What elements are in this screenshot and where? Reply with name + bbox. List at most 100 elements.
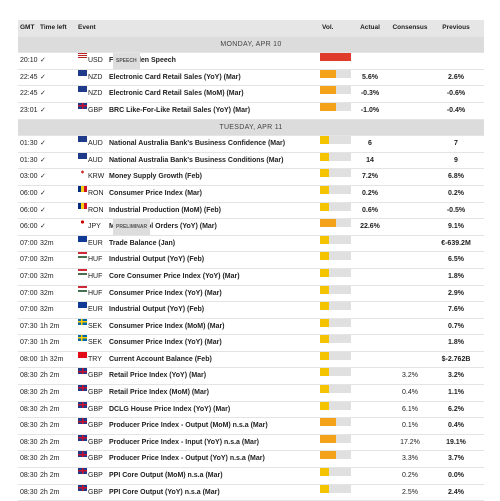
volatility-fill (320, 169, 330, 178)
event-text: Consumer Price Index (Mar) (109, 189, 202, 197)
volatility-fill (320, 484, 330, 493)
currency: GBP (88, 472, 103, 480)
event-row: 07:00 32m HUF Core Consumer Price Index (Yo… (18, 268, 484, 286)
column-label: Time left (40, 24, 67, 31)
event-text: DCLG House Price Index (YoY) (Mar) (109, 405, 231, 413)
volatility (320, 235, 351, 244)
event-text: National Australia Bank's Business Confi… (109, 140, 286, 148)
flag (78, 185, 87, 192)
time: 01:30 (20, 140, 38, 148)
previous: 19.1% (446, 438, 466, 446)
volatility-fill (320, 418, 336, 427)
time-left: 2h 2m (40, 455, 60, 463)
event-text: PPI Core Output (MoM) n.s.a (Mar) (109, 472, 223, 480)
time-left: 2h 2m (40, 372, 60, 380)
time: 07:30 (20, 339, 38, 347)
currency: EUR (88, 306, 103, 314)
event-row: 22:45 ✓ NZD Electronic Card Retail Sales (Y… (18, 69, 484, 87)
volatility-fill (320, 368, 330, 377)
volatility (320, 335, 351, 344)
time: 01:30 (20, 156, 38, 164)
event-text: PPI Core Output (YoY) n.s.a (Mar) (109, 488, 220, 496)
time-left: 2h 2m (40, 405, 60, 413)
column-header: GMT Time left Event Vol. Actual Consensus Prev… (18, 20, 484, 37)
event-row: 07:00 32m EUR Trade Balance (Jan) €-639.2M (18, 235, 484, 253)
actual: 5.6% (362, 73, 378, 81)
previous: 2.4% (448, 488, 464, 496)
event-row: 07:00 32m EUR Industrial Output (YoY) (Feb)… (18, 302, 484, 319)
time-left: ✓ (40, 57, 46, 65)
time: 08:00 (20, 355, 38, 363)
currency: TRY (88, 355, 102, 363)
previous: 1.8% (448, 272, 464, 280)
event-text: Core Consumer Price Index (YoY) (Mar) (109, 272, 240, 280)
volatility (320, 268, 351, 277)
consensus: 0.4% (402, 389, 418, 397)
previous: -0.5% (446, 206, 466, 214)
time: 07:00 (20, 256, 38, 264)
event-text: Industrial Output (YoY) (Feb) (109, 256, 205, 264)
flag (78, 318, 87, 325)
event-row: 01:30 ✓ AUD National Australia Bank's Busin… (18, 152, 484, 170)
time-left: ✓ (40, 73, 46, 81)
volatility-fill (320, 401, 330, 410)
time: 20:10 (20, 57, 38, 65)
flag (78, 368, 87, 375)
event-text: Consumer Price Index (YoY) (Mar) (109, 339, 222, 347)
event-text: Fed's Yellen Speech (109, 57, 176, 65)
event-row: 20:10 ✓ USD Fed's Yellen Speech SPEECH (18, 53, 484, 70)
actual: 7.2% (362, 173, 378, 181)
time: 07:00 (20, 289, 38, 297)
flag (78, 202, 87, 209)
time: 22:45 (20, 90, 38, 98)
event-row: 08:30 2h 2m GBP Producer Price Index - Outp… (18, 451, 484, 469)
column-label: Actual (360, 24, 380, 31)
time-left: 1h 2m (40, 322, 60, 330)
time-left: 1h 32m (40, 355, 64, 363)
time: 03:00 (20, 173, 38, 181)
currency: SEK (88, 322, 103, 330)
volatility-fill (320, 136, 330, 145)
volatility (320, 152, 351, 161)
time: 07:00 (20, 239, 38, 247)
flag (78, 385, 87, 392)
time: 07:00 (20, 272, 38, 280)
previous: 0.4% (448, 422, 464, 430)
volatility (320, 252, 351, 261)
volatility (320, 484, 351, 493)
currency: JPY (88, 223, 101, 231)
volatility (320, 418, 351, 427)
time-left: 32m (40, 306, 54, 314)
time: 23:01 (20, 106, 38, 114)
calendar: GMT Time left Event Vol. Actual Consensus Prev… (18, 20, 484, 501)
time-left: 32m (40, 239, 54, 247)
consensus: 3.2% (402, 372, 418, 380)
previous: -0.4% (446, 106, 466, 114)
time-left: 2h 2m (40, 472, 60, 480)
event-row: 08:30 2h 2m GBP DCLG House Price Index (YoY… (18, 401, 484, 419)
badge: SPEECH (113, 53, 140, 70)
volatility (320, 302, 351, 311)
flag (78, 401, 87, 408)
volatility-fill (320, 351, 330, 360)
column-label: Event (78, 24, 96, 31)
event-row: 07:30 1h 2m SEK Consumer Price Index (MoM) … (18, 318, 484, 336)
volatility (320, 285, 351, 294)
previous: 6.5% (448, 256, 464, 264)
previous: 9 (454, 156, 458, 164)
day-header: TUESDAY, APR 11 (18, 119, 484, 137)
actual: 6 (368, 140, 372, 148)
event-row: 03:00 ✓ KRW Money Supply Growth (Feb) 7.2% 6.… (18, 169, 484, 186)
flag (78, 169, 87, 176)
previous: 7 (454, 140, 458, 148)
currency: GBP (88, 372, 103, 380)
actual: 0.2% (362, 189, 378, 197)
volatility-fill (320, 69, 336, 78)
previous: 1.1% (448, 389, 464, 397)
volatility-fill (320, 268, 330, 277)
event-row: 01:30 ✓ AUD National Australia Bank's Busin… (18, 136, 484, 153)
flag (78, 335, 87, 342)
currency: SEK (88, 339, 103, 347)
previous: 7.6% (448, 306, 464, 314)
volatility-fill (320, 285, 330, 294)
